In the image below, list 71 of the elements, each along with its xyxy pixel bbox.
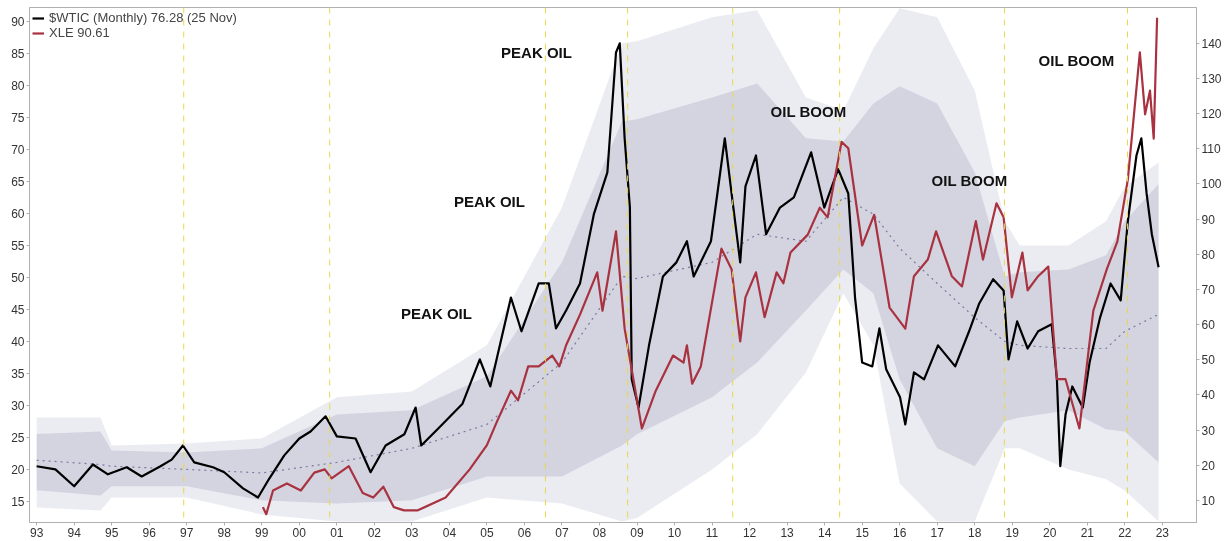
- y2-tick-label: 20: [1201, 458, 1216, 473]
- x-tick-label: 95: [105, 525, 119, 540]
- y-tick-label: 45: [11, 302, 25, 317]
- x-tick-label: 97: [180, 525, 194, 540]
- annotation: PEAK OIL: [501, 44, 572, 61]
- x-tick-label: 08: [592, 525, 607, 540]
- y-tick-label: 60: [11, 207, 25, 221]
- x-tick-label: 06: [517, 525, 532, 540]
- y2-tick-label: 110: [1201, 142, 1221, 157]
- line-series: [261, 16, 1159, 516]
- x-tick-label: 01: [330, 525, 344, 540]
- y2-tick-label: 80: [1201, 247, 1216, 262]
- y-tick-label: 25: [11, 430, 25, 445]
- x-tick-label: 16: [893, 525, 907, 540]
- y2-tick-label: 60: [1201, 318, 1216, 333]
- y2-tick-label: 40: [1201, 388, 1216, 403]
- x-tick-label: 20: [1043, 525, 1057, 540]
- annotation: OIL BOOM: [1038, 52, 1115, 69]
- x-tick-label: 13: [780, 525, 795, 540]
- x-tick-label: 17: [930, 525, 945, 540]
- y-tick-label: 65: [11, 175, 25, 190]
- y-tick-label: 15: [11, 494, 25, 509]
- y2-tick-label: 90: [1201, 212, 1216, 227]
- y-tick-label: 55: [11, 238, 25, 253]
- x-tick-label: 07: [555, 525, 569, 540]
- x-tick-label: 15: [855, 525, 870, 540]
- x-tick-label: 22: [1118, 525, 1132, 540]
- x-tick-label: 93: [29, 525, 44, 540]
- annotation: OIL BOOM: [770, 103, 847, 120]
- legend-label: XLE 90.61: [49, 25, 110, 40]
- y2-tick-label: 70: [1201, 282, 1216, 297]
- y-tick-label: 20: [11, 462, 25, 477]
- x-tick-label: 98: [217, 525, 232, 540]
- annotation: OIL BOOM: [931, 172, 1008, 189]
- x-tick-label: 05: [480, 525, 494, 540]
- y-tick-label: 80: [11, 79, 25, 94]
- y-tick-label: 40: [11, 334, 25, 349]
- legend-label: $WTIC (Monthly) 76.28 (25 Nov): [49, 10, 237, 25]
- x-tick-label: 12: [742, 525, 757, 540]
- y2-tick-label: 100: [1201, 177, 1222, 192]
- y2-tick-label: 140: [1201, 36, 1222, 51]
- x-tick-label: 21: [1080, 525, 1095, 540]
- y2-tick-label: 120: [1201, 107, 1222, 122]
- y2-tick-label: 130: [1201, 72, 1222, 87]
- y2-tick-label: 30: [1201, 423, 1216, 438]
- x-tick-label: 04: [442, 525, 457, 540]
- x-tick-label: 03: [405, 525, 419, 540]
- y-tick-label: 50: [11, 270, 25, 285]
- x-tick-label: 00: [292, 525, 307, 540]
- x-tick-label: 11: [705, 525, 719, 540]
- y2-tick-label: 10: [1201, 493, 1216, 508]
- x-tick-label: 02: [367, 525, 382, 540]
- y2-tick-label: 50: [1201, 353, 1216, 368]
- y-tick-label: 75: [11, 111, 25, 126]
- x-tick-label: 23: [1155, 525, 1170, 540]
- annotation: PEAK OIL: [401, 305, 472, 322]
- y-tick-label: 30: [11, 398, 25, 413]
- y-tick-label: 90: [11, 15, 25, 30]
- x-tick-label: 09: [630, 525, 645, 540]
- y-tick-label: 35: [11, 366, 25, 381]
- y-tick-label: 85: [11, 47, 25, 62]
- line-series: [36, 196, 1160, 474]
- x-tick-label: 10: [667, 525, 682, 540]
- x-tick-label: 96: [142, 525, 157, 540]
- x-tick-label: 19: [1005, 525, 1020, 540]
- annotation: PEAK OIL: [454, 193, 525, 210]
- x-tick-label: 94: [67, 525, 82, 540]
- x-tick-label: 14: [817, 525, 832, 540]
- x-tick-label: 99: [255, 525, 269, 540]
- x-tick-label: 18: [968, 525, 982, 540]
- y-tick-label: 70: [11, 143, 25, 158]
